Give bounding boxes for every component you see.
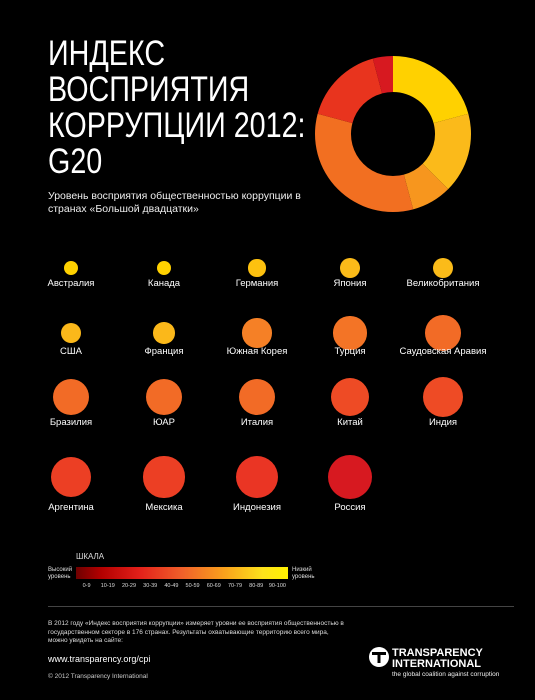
country-bubble: [333, 316, 367, 350]
donut-slice: [403, 163, 449, 210]
country-bubble: [242, 318, 272, 348]
footer-url-link[interactable]: www.transparency.org/cpi: [48, 654, 151, 664]
country-bubble: [425, 315, 461, 351]
scale-tick-label: 50-59: [185, 583, 200, 589]
country-bubble: [156, 260, 172, 276]
country-bubble: [327, 454, 373, 500]
scale-high-label: Высокий уровень: [48, 567, 73, 580]
scale-tick-label: 10-19: [100, 583, 115, 589]
country-label: США: [60, 346, 82, 357]
scale-title: ШКАЛА: [76, 552, 105, 561]
country-bubble: [153, 322, 175, 344]
bubble-grid: Австралия Канада Германия Япония Великобрита…: [47, 258, 487, 513]
country-bubble: [60, 322, 82, 344]
page-title: ИНДЕКС ВОСПРИЯТИЯ КОРРУПЦИИ 2012: G20: [48, 36, 306, 180]
country-label: Бразилия: [49, 417, 93, 428]
footer-note: В 2012 году «Индекс восприятия коррупции…: [48, 620, 344, 644]
donut-slice: [393, 56, 469, 124]
scale-low-label: Низкий уровень: [292, 567, 315, 580]
title-line: ВОСПРИЯТИЯ: [48, 70, 250, 109]
scale-tick-label: 90-100: [268, 583, 286, 589]
country-label: Великобритания: [406, 278, 480, 289]
scale-tick-label: 70-79: [227, 583, 243, 589]
title-line: КОРРУПЦИИ 2012:: [48, 106, 306, 145]
scale-tick-label: 30-39: [143, 583, 158, 589]
donut-slice: [422, 113, 471, 190]
donut-slice: [315, 113, 414, 212]
country-bubble: [143, 456, 185, 498]
footer-divider: [48, 606, 514, 607]
country-bubble: [248, 259, 266, 277]
country-bubble: [433, 258, 453, 278]
country-bubble: [235, 455, 279, 499]
footer-copyright: © 2012 Transparency International: [48, 673, 148, 680]
country-label: Италия: [240, 417, 274, 428]
scale-tick-label: 80-89: [249, 583, 264, 589]
country-label: Россия: [334, 502, 366, 513]
scale-ticks: 0-9 10-19 20-29 30-39 40-49 50-59 60-69 70-79 80…: [76, 583, 288, 593]
donut-chart: [315, 56, 471, 212]
country-bubble: [330, 377, 370, 417]
country-label: Саудовская Аравия: [399, 346, 487, 357]
scale-tick-label: 20-29: [121, 583, 137, 589]
ti-logo-icon: [369, 647, 389, 667]
country-label: ЮАР: [153, 417, 175, 428]
scale-tick-label: 0-9: [82, 583, 91, 589]
donut-slice: [317, 58, 383, 124]
country-label: Турция: [334, 346, 366, 357]
country-label: Индия: [428, 417, 458, 428]
country-bubble: [52, 378, 90, 416]
org-tagline: the global coalition against corruption: [392, 671, 500, 678]
title-line: G20: [48, 142, 103, 181]
country-bubble: [340, 258, 360, 278]
country-bubble: [238, 378, 276, 416]
country-label: Франция: [144, 346, 184, 357]
subtitle: Уровень восприятия общественностью корру…: [48, 190, 301, 215]
country-label: Южная Корея: [226, 346, 288, 357]
country-bubble: [145, 378, 183, 416]
title-line: ИНДЕКС: [48, 34, 166, 73]
scale-gradient-bar: [76, 567, 288, 579]
country-bubble: [64, 261, 78, 275]
country-label: Германия: [235, 278, 279, 289]
scale-tick-label: 60-69: [206, 583, 221, 589]
org-name: TRANSPARENCY INTERNATIONAL: [392, 647, 483, 670]
country-label: Мексика: [145, 502, 183, 513]
country-bubble: [423, 377, 463, 417]
country-label: Япония: [333, 278, 367, 289]
donut-slice: [372, 56, 393, 94]
country-label: Аргентина: [48, 502, 94, 513]
scale-tick-label: 40-49: [164, 583, 179, 589]
country-bubble: [50, 456, 92, 498]
country-label: Канада: [147, 278, 181, 289]
country-label: Китай: [337, 417, 363, 428]
country-label: Индонезия: [232, 502, 282, 513]
country-label: Австралия: [47, 278, 95, 289]
